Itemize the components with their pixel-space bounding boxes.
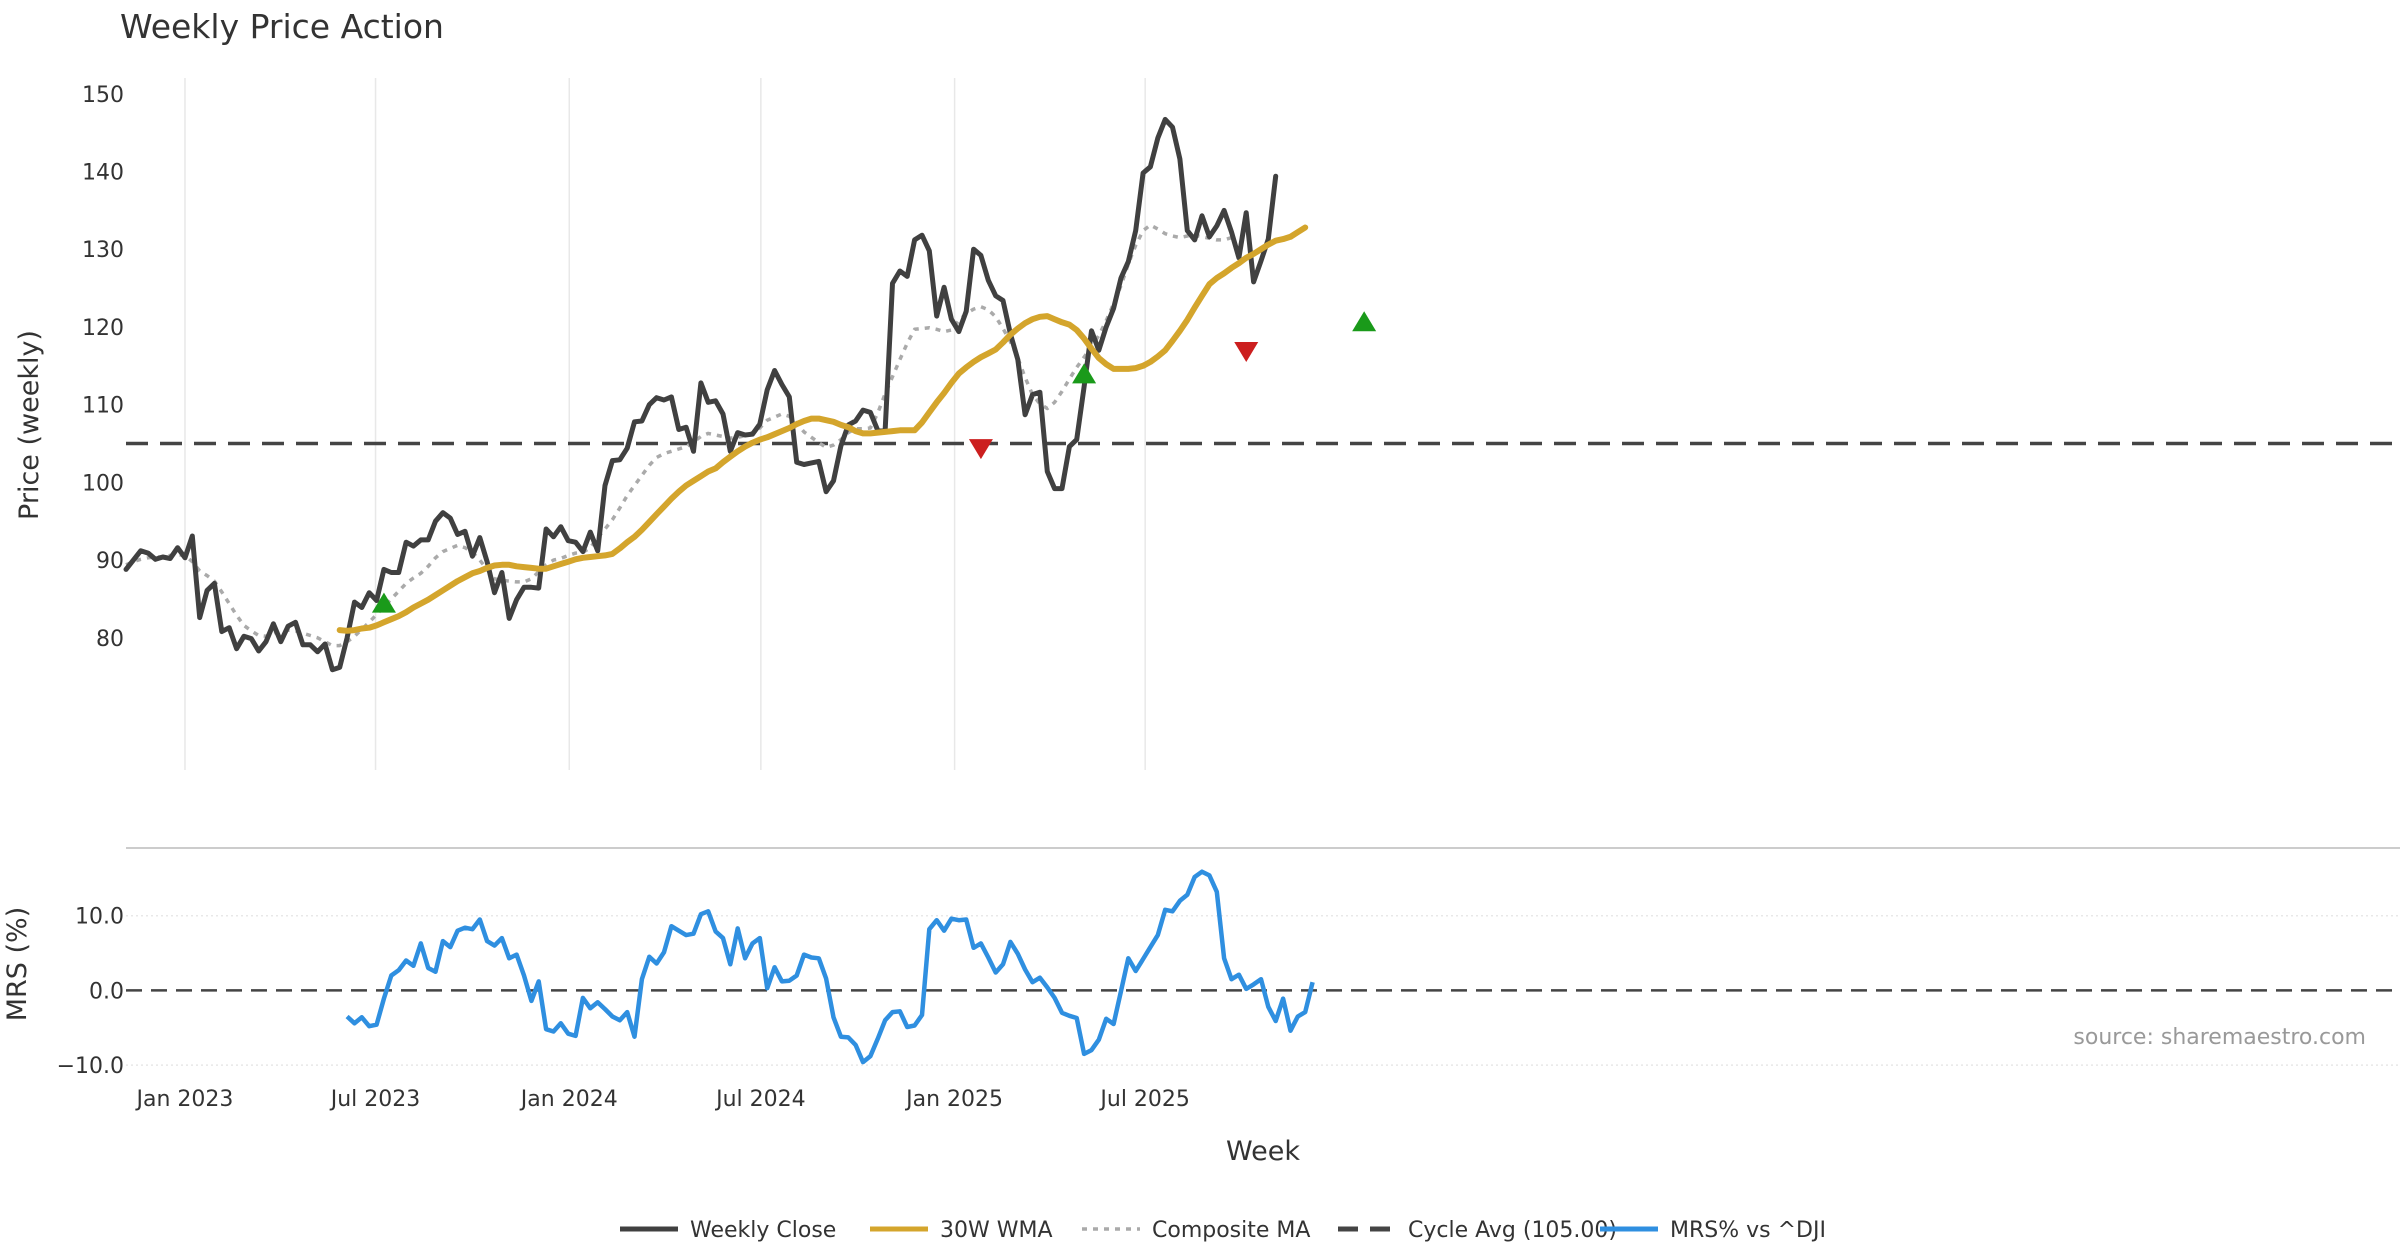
mrs-y-tick-label: −10.0 xyxy=(57,1054,124,1079)
x-tick-label: Jan 2024 xyxy=(519,1087,618,1112)
price-y-tick-label: 80 xyxy=(96,627,124,652)
mrs-y-axis-label: MRS (%) xyxy=(2,907,33,1022)
weekly-close-line xyxy=(123,116,1279,673)
legend-label: Weekly Close xyxy=(690,1218,836,1243)
buy-signal-marker xyxy=(1352,311,1377,332)
price-gridlines xyxy=(184,78,1146,770)
price-y-tick-label: 150 xyxy=(82,83,124,108)
x-axis-label: Week xyxy=(1226,1136,1300,1167)
signal-markers xyxy=(371,311,1377,613)
sell-signal-marker xyxy=(1234,342,1259,363)
price-series xyxy=(123,116,2400,673)
price-y-tick-label: 130 xyxy=(82,238,124,263)
mrs-series xyxy=(345,869,1315,1065)
price-y-tick-label: 140 xyxy=(82,160,124,185)
x-tick-label: Jul 2025 xyxy=(1098,1087,1190,1112)
30w-wma-line xyxy=(336,224,1309,634)
legend: Weekly Close 30W WMA Composite MA Cycle Avg… xyxy=(620,1218,1826,1243)
legend-label: Cycle Avg (105.00) xyxy=(1408,1218,1617,1243)
mrs-y-ticks: −10.0 0.0 10.0 xyxy=(57,905,124,1079)
price-y-tick-label: 120 xyxy=(82,316,124,341)
x-ticks: Jan 2023 Jul 2023 Jan 2024 Jul 2024 Jan 2025… xyxy=(135,1087,1190,1112)
x-tick-label: Jan 2025 xyxy=(904,1087,1003,1112)
legend-label: MRS% vs ^DJI xyxy=(1670,1218,1826,1243)
x-tick-label: Jul 2024 xyxy=(714,1087,806,1112)
buy-signal-marker xyxy=(1072,363,1097,384)
price-y-tick-label: 100 xyxy=(82,471,124,496)
source-note: source: sharemaestro.com xyxy=(2073,1025,2366,1050)
composite-ma-line xyxy=(125,223,1233,648)
sell-signal-marker xyxy=(968,439,993,460)
x-tick-label: Jul 2023 xyxy=(329,1087,421,1112)
x-tick-label: Jan 2023 xyxy=(135,1087,234,1112)
buy-signal-marker xyxy=(371,592,396,613)
legend-label: Composite MA xyxy=(1152,1218,1310,1243)
mrs-y-tick-label: 10.0 xyxy=(75,905,124,930)
price-y-tick-label: 90 xyxy=(96,549,124,574)
price-y-ticks: 80 90 100 110 120 130 140 150 xyxy=(82,83,124,652)
legend-label: 30W WMA xyxy=(940,1218,1053,1243)
chart-title: Weekly Price Action xyxy=(120,7,444,46)
mrs-line xyxy=(345,869,1315,1065)
price-y-tick-label: 110 xyxy=(82,394,124,419)
price-y-axis-label: Price (weekly) xyxy=(14,330,45,520)
mrs-y-tick-label: 0.0 xyxy=(89,979,124,1004)
